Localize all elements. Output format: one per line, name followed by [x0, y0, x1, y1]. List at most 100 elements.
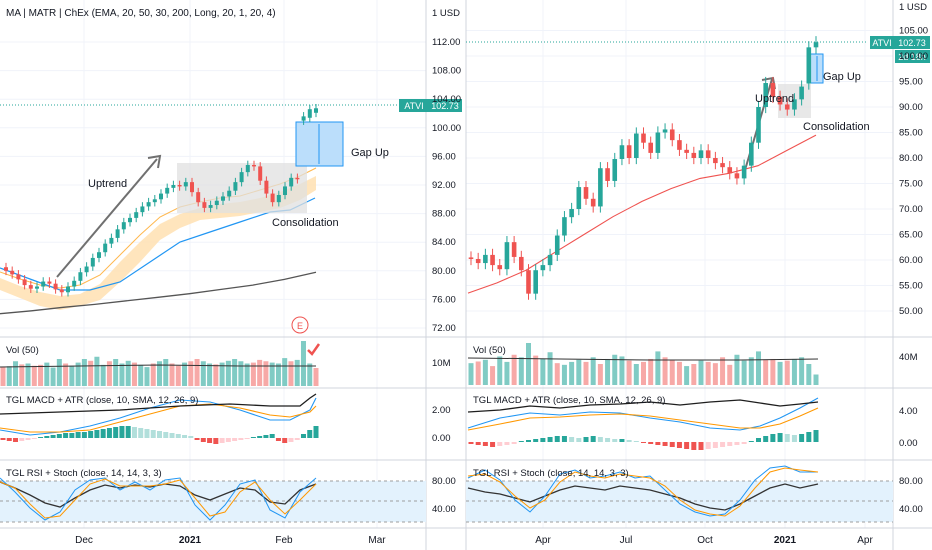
right-candle-body	[777, 96, 783, 105]
volume-bar	[799, 357, 805, 385]
left-candle-body	[134, 212, 139, 218]
volume-bar	[533, 355, 539, 385]
right-candle-body	[540, 265, 546, 271]
left-price-tick: 100.00	[432, 123, 461, 134]
volume-bar	[504, 361, 510, 385]
left-consolidation-label: Consolidation	[272, 217, 339, 229]
right-time-tick: 2021	[774, 535, 797, 546]
right-candle-body	[792, 99, 797, 110]
right-countdown-tag	[895, 50, 930, 63]
volume-bar	[63, 363, 69, 386]
volume-bar	[633, 364, 639, 385]
volume-bar	[194, 359, 200, 386]
volume-bar	[490, 366, 496, 385]
volume-bar	[106, 361, 112, 386]
volume-bar	[561, 364, 567, 385]
left-candle-body	[121, 222, 126, 230]
macd-histogram-bar	[182, 435, 188, 438]
right-candle-body	[569, 209, 574, 218]
left-candle-body	[146, 202, 151, 207]
macd-histogram-bar	[569, 437, 575, 442]
volume-bar	[791, 358, 797, 385]
volume-bar	[44, 362, 50, 386]
macd-histogram-bar	[583, 437, 589, 442]
macd-histogram-bar	[150, 430, 156, 438]
left-candle-body	[307, 109, 312, 118]
left-currency-label: 1 USD	[432, 8, 460, 19]
macd-histogram-bar	[106, 428, 112, 438]
volume-bar	[691, 364, 697, 385]
left-stoch-d	[0, 478, 317, 519]
volume-bar	[741, 360, 747, 385]
left-candle-body	[214, 200, 219, 206]
macd-histogram-bar	[113, 427, 119, 438]
macd-histogram-bar	[791, 435, 797, 442]
right-candle-body	[554, 235, 560, 255]
volume-bar	[518, 357, 524, 385]
macd-axis-tick: 0.00	[432, 433, 451, 444]
macd-histogram-bar	[275, 438, 281, 441]
macd-histogram-bar	[712, 442, 718, 448]
macd-histogram-bar	[540, 438, 546, 442]
volume-bar	[770, 358, 776, 385]
left-candle-body	[22, 279, 27, 286]
macd-histogram-bar	[641, 442, 646, 443]
volume-bar	[605, 358, 611, 385]
right-price-tick: 90.00	[899, 102, 923, 113]
volume-bar	[188, 361, 194, 386]
macd-histogram-bar	[63, 433, 69, 438]
volume-bar	[590, 357, 596, 385]
right-price-axis: 50.00 55.00 60.00 65.00 70.00 75.00 80.00 85.00…	[899, 26, 928, 318]
right-macd-line	[467, 397, 819, 431]
macd-histogram-bar	[13, 438, 19, 442]
left-candle-body	[233, 182, 238, 191]
right-atr-line	[467, 399, 819, 413]
right-price-tick: 50.00	[899, 306, 923, 317]
macd-histogram-bar	[482, 442, 488, 446]
left-price-tick: 88.00	[432, 209, 456, 220]
volume-bar	[269, 362, 275, 386]
left-price-tick: 96.00	[432, 151, 456, 162]
volume-bar	[712, 363, 718, 385]
earnings-marker-icon[interactable]	[291, 316, 309, 334]
macd-histogram-bar	[734, 442, 740, 445]
macd-histogram-bar	[547, 437, 553, 442]
left-time-tick: Dec	[75, 535, 93, 546]
macd-histogram-bar	[662, 442, 668, 446]
macd-histogram-bar	[219, 438, 225, 443]
macd-histogram-bar	[741, 442, 747, 444]
macd-histogram-bar	[633, 441, 639, 442]
macd-histogram-bar	[605, 438, 611, 442]
right-volume-title: Vol (50)	[473, 345, 506, 356]
volume-bar	[13, 361, 19, 386]
volume-bar	[150, 363, 156, 386]
right-macd-title: TGL MACD + ATR (close, 10, SMA, 12, 26, …	[473, 395, 665, 406]
right-candle-body	[662, 129, 668, 133]
left-candle-body	[295, 177, 300, 180]
left-candle-body	[190, 182, 194, 193]
left-candle-body	[264, 180, 269, 194]
macd-histogram-bar	[590, 436, 596, 442]
right-candle-body	[598, 168, 603, 207]
left-price-tick: 92.00	[432, 180, 456, 191]
right-candle-body	[813, 42, 819, 48]
volume-bar	[257, 359, 263, 386]
volume-bar	[75, 362, 81, 386]
rsi-axis-tick: 40.00	[899, 504, 923, 515]
volume-bar	[144, 367, 150, 386]
macd-histogram-bar	[497, 442, 503, 446]
left-time-tick: 2021	[179, 535, 202, 546]
volume-bar	[19, 364, 25, 386]
volume-bar	[784, 360, 790, 385]
volume-bar	[100, 364, 106, 386]
right-candle-body	[619, 145, 625, 160]
right-candle-body	[526, 270, 531, 294]
volume-bar	[25, 363, 31, 386]
left-candle-body	[47, 281, 52, 284]
left-candle-body	[171, 185, 176, 188]
macd-histogram-bar	[720, 442, 726, 447]
volume-bar	[125, 360, 131, 386]
right-candle-body	[483, 254, 488, 264]
right-candle-body	[490, 254, 495, 266]
